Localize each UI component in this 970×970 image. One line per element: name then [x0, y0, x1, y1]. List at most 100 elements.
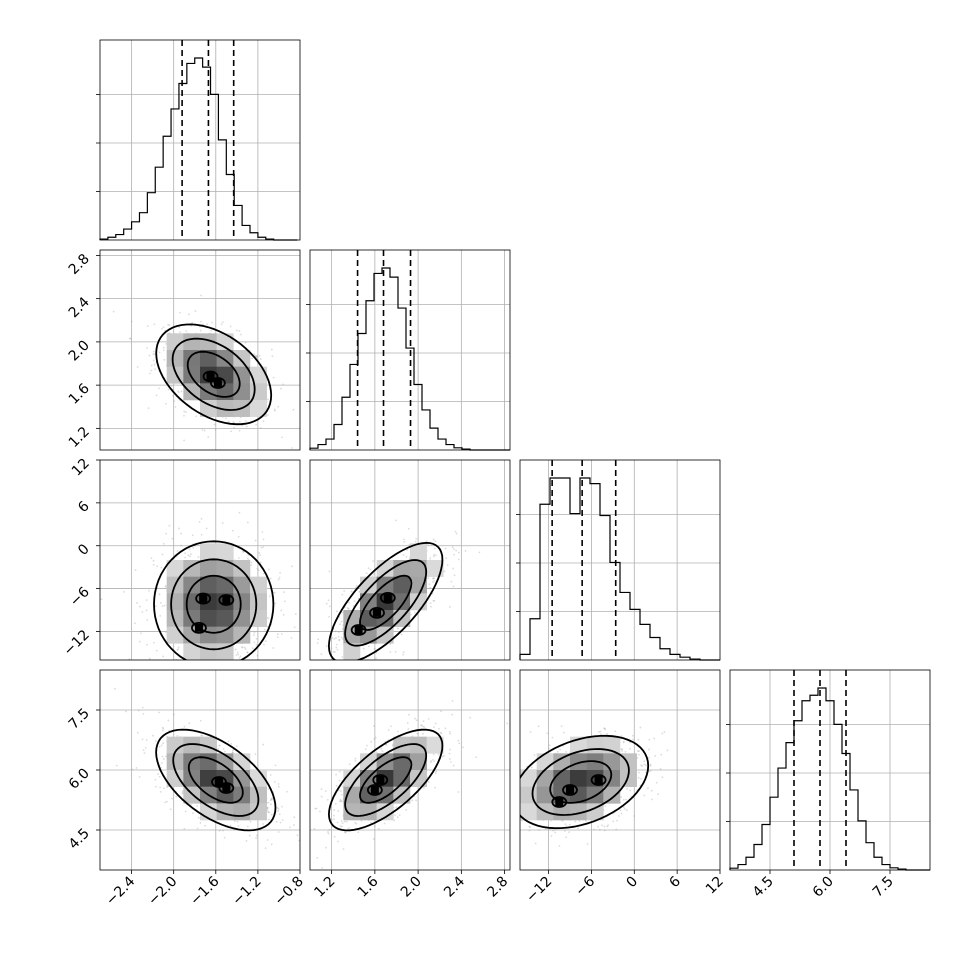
sample-point [528, 825, 531, 828]
density-cell [233, 560, 251, 577]
contour-line [172, 743, 260, 817]
hist-step-line [519, 477, 720, 661]
sample-point [158, 387, 160, 390]
density-cell [343, 643, 361, 660]
contour-line [155, 323, 273, 426]
sample-point [546, 732, 549, 735]
sample-point [282, 614, 285, 616]
sample-point [612, 820, 615, 823]
x-tick-label: 2.4 [441, 873, 468, 900]
sample-point [452, 567, 455, 570]
sample-point [606, 825, 609, 828]
sample-point [199, 329, 202, 332]
sample-point [192, 546, 195, 549]
sample-point [333, 809, 336, 811]
sample-point [233, 426, 236, 429]
sample-point [250, 561, 253, 564]
sample-point [338, 770, 341, 773]
sample-point [565, 750, 567, 753]
density-cell [200, 753, 217, 771]
sample-point [239, 655, 242, 658]
sample-point [431, 592, 434, 595]
sample-point [273, 781, 276, 783]
sample-point [604, 728, 607, 731]
sample-point [249, 820, 252, 823]
sample-point [639, 726, 642, 729]
sample-point [548, 744, 551, 747]
sample-point [154, 778, 157, 781]
sample-point [434, 554, 437, 557]
sample-point [434, 772, 437, 775]
density-cell [233, 610, 251, 627]
density-cell [200, 560, 217, 577]
sample-point [255, 355, 257, 358]
contour-peak [218, 782, 235, 794]
sample-point [365, 572, 368, 575]
sample-point [636, 756, 639, 759]
sample-point [550, 835, 553, 837]
sample-point [315, 807, 318, 810]
sample-point [454, 530, 457, 533]
sample-point [475, 756, 478, 759]
sample-point [355, 585, 358, 587]
sample-point [277, 783, 280, 785]
sample-point [340, 800, 342, 802]
sample-point [324, 790, 327, 793]
sample-point [199, 719, 202, 722]
sample-point [263, 643, 265, 646]
sample-point [152, 559, 155, 562]
density-cell [410, 543, 427, 561]
sample-point [568, 831, 570, 833]
sample-point [277, 578, 280, 581]
sample-point [303, 389, 305, 391]
sample-point [147, 589, 150, 592]
density-cell [603, 786, 621, 804]
sample-point [552, 829, 555, 832]
density-panel-1-3 [309, 669, 511, 871]
sample-point [440, 732, 443, 735]
sample-point [185, 411, 187, 414]
sample-point [231, 529, 234, 532]
sample-point [430, 605, 433, 608]
sample-point [159, 790, 162, 793]
sample-point [277, 455, 279, 457]
sample-point [511, 789, 513, 791]
sample-point [257, 569, 260, 572]
density-cell [166, 333, 184, 351]
x-tick-label: 2.8 [484, 874, 511, 901]
sample-point [291, 565, 293, 568]
density-cell [553, 753, 571, 771]
sample-point [160, 744, 163, 747]
density-cell [570, 786, 587, 804]
sample-point [200, 533, 203, 536]
density-peak-cell [555, 798, 564, 806]
sample-point [558, 844, 561, 847]
sample-point [432, 759, 434, 761]
sample-point [469, 716, 472, 719]
density-cell [233, 350, 251, 367]
sample-point [548, 747, 550, 750]
sample-point [538, 829, 541, 832]
sample-point [270, 797, 273, 800]
density-cell [250, 803, 267, 821]
sample-point [632, 738, 635, 741]
sample-point [335, 773, 338, 776]
sample-point [293, 824, 295, 826]
sample-point [637, 753, 640, 756]
sample-point [161, 755, 164, 758]
sample-point [270, 348, 273, 351]
sample-point [298, 839, 300, 842]
sample-point [615, 828, 618, 831]
sample-point [554, 831, 557, 834]
sample-point [239, 416, 242, 419]
sample-point [167, 323, 169, 326]
sample-point [622, 741, 625, 744]
sample-point [394, 814, 396, 817]
sample-point [277, 785, 280, 788]
sample-point [236, 820, 239, 823]
sample-point [341, 611, 344, 614]
sample-point [195, 415, 198, 418]
sample-point [210, 330, 212, 332]
sample-point [289, 826, 291, 829]
sample-point [220, 323, 223, 326]
